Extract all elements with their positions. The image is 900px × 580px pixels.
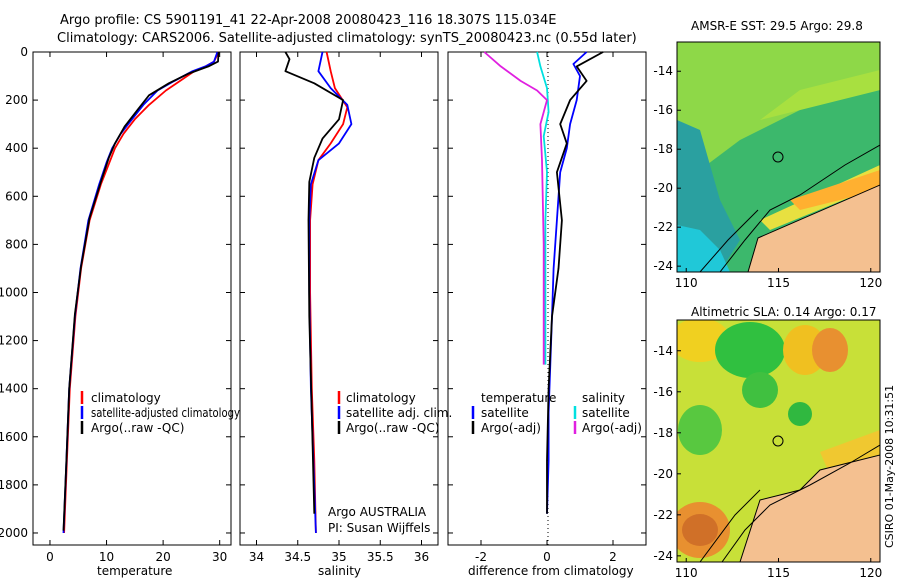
series-temperature-argo-adj xyxy=(546,51,604,514)
legend-title-salinity: salinity xyxy=(582,391,625,405)
chart-title-line1: Argo profile: CS 5901191_41 22-Apr-2008 … xyxy=(60,13,556,28)
temperature-panel: 0 10 20 30 0 200 400 600 800 1000 1200 1400 1600 1800… xyxy=(0,45,240,578)
map-y-tick-label: -24 xyxy=(653,549,673,563)
series-salinity-argo-adj xyxy=(483,51,548,365)
map-y-tick-label: -14 xyxy=(653,64,673,78)
x-tick-label: 10 xyxy=(99,550,114,564)
x-tick-label: 30 xyxy=(212,550,227,564)
map-y-tick-label: -18 xyxy=(653,142,673,156)
difference-legend: temperature satellite Argo(-adj) salinit… xyxy=(471,391,642,435)
x-tick-label: 35.5 xyxy=(367,550,394,564)
timestamp-label: CSIRO 01-May-2008 10:31:51 xyxy=(883,385,896,548)
salinity-series xyxy=(284,51,353,534)
legend-label-climatology: climatology xyxy=(346,391,416,405)
y-tick-label: 200 xyxy=(5,93,28,107)
series-climatology xyxy=(309,51,349,534)
legend-label-climatology: climatology xyxy=(91,391,161,405)
sla-map-title: Altimetric SLA: 0.14 Argo: 0.17 xyxy=(691,305,876,319)
x-tick-label: 34 xyxy=(249,550,264,564)
series-argo-raw-qc xyxy=(62,51,220,531)
float-owner-annotation: Argo AUSTRALIA xyxy=(328,505,427,519)
chart-title-line2: Climatology: CARS2006. Satellite-adjuste… xyxy=(57,31,637,46)
sst-argo-position-marker xyxy=(772,151,784,163)
pi-annotation: PI: Susan Wijffels xyxy=(328,521,430,535)
difference-ticks: -2 0 2 xyxy=(448,51,646,564)
x-tick-label: 0 xyxy=(543,550,551,564)
series-satellite-adjusted-climatology xyxy=(62,51,219,534)
x-tick-label: 35 xyxy=(331,550,346,564)
difference-panel: -2 0 2 difference from climatology tempera… xyxy=(447,51,647,578)
x-tick-label: 36 xyxy=(414,550,429,564)
difference-series xyxy=(483,51,604,514)
y-tick-label: 600 xyxy=(5,189,28,203)
map-y-tick-label: -18 xyxy=(653,426,673,440)
map-y-tick-label: -24 xyxy=(653,259,673,273)
map-x-tick-label: 115 xyxy=(767,276,790,290)
y-tick-label: 1200 xyxy=(0,334,28,348)
x-tick-label: -2 xyxy=(475,550,487,564)
y-tick-label: 0 xyxy=(20,45,28,59)
sst-map-image xyxy=(677,42,880,272)
x-tick-label: 0 xyxy=(46,550,54,564)
series-temperature-satellite xyxy=(546,51,588,514)
salinity-x-label: salinity xyxy=(318,564,361,578)
map-x-tick-label: 110 xyxy=(675,566,698,580)
legend-label-satellite: satellite-adjusted climatology xyxy=(91,406,240,420)
y-tick-label: 400 xyxy=(5,141,28,155)
x-tick-label: 2 xyxy=(609,550,617,564)
y-tick-label: 1800 xyxy=(0,478,28,492)
y-tick-label: 1400 xyxy=(0,382,28,396)
map-y-tick-label: -22 xyxy=(653,220,673,234)
temperature-x-label: temperature xyxy=(97,564,172,578)
map-y-tick-label: -20 xyxy=(653,181,673,195)
legend-label-satellite: satellite adj. clim. xyxy=(346,406,452,420)
x-tick-label: 34.5 xyxy=(284,550,311,564)
y-tick-label: 2000 xyxy=(0,526,28,540)
map-x-tick-label: 120 xyxy=(859,276,882,290)
temperature-ticks: 0 10 20 30 0 200 400 600 800 1000 1200 1400 1600 1800… xyxy=(0,45,231,564)
map-y-tick-label: -16 xyxy=(653,385,673,399)
sla-argo-position-marker xyxy=(772,435,784,447)
legend-label-temp-satellite: satellite xyxy=(481,406,529,420)
series-argo-raw-qc xyxy=(284,51,345,514)
temperature-legend: climatology satellite-adjusted climatolo… xyxy=(80,391,240,435)
sst-map-ticks: 110 115 120 -14 -16 -18 -20 -22 -24 xyxy=(653,64,882,290)
temperature-axes-frame xyxy=(32,51,232,546)
salinity-panel: 34 34.5 35 35.5 36 salinity climatology sate… xyxy=(239,51,452,578)
series-satellite-adj-clim xyxy=(308,51,353,534)
legend-label-sal-argo: Argo(-adj) xyxy=(582,421,642,435)
legend-label-argo: Argo(..raw -QC) xyxy=(346,421,439,435)
temperature-series xyxy=(62,51,220,534)
salinity-axes-frame xyxy=(239,51,439,546)
map-y-tick-label: -22 xyxy=(653,508,673,522)
map-x-tick-label: 115 xyxy=(767,566,790,580)
series-climatology xyxy=(63,51,220,534)
map-x-tick-label: 110 xyxy=(675,276,698,290)
y-tick-label: 800 xyxy=(5,237,28,251)
salinity-ticks: 34 34.5 35 35.5 36 xyxy=(240,51,438,564)
difference-x-label: difference from climatology xyxy=(468,564,634,578)
legend-label-argo: Argo(..raw -QC) xyxy=(91,421,184,435)
map-y-tick-label: -16 xyxy=(653,103,673,117)
map-y-tick-label: -20 xyxy=(653,467,673,481)
sla-map-panel: Altimetric SLA: 0.14 Argo: 0.17 110 115 12… xyxy=(653,305,882,580)
sla-map-ticks: 110 115 120 -14 -16 -18 -20 -22 -24 xyxy=(653,344,882,580)
map-x-tick-label: 120 xyxy=(859,566,882,580)
legend-label-temp-argo: Argo(-adj) xyxy=(481,421,541,435)
series-salinity-satellite xyxy=(536,51,550,365)
x-tick-label: 20 xyxy=(155,550,170,564)
sst-map-panel: AMSR-E SST: 29.5 Argo: 29.8 110 115 120 -14… xyxy=(653,19,882,290)
legend-label-sal-satellite: satellite xyxy=(582,406,630,420)
map-y-tick-label: -14 xyxy=(653,344,673,358)
legend-title-temperature: temperature xyxy=(481,391,556,405)
sst-map-title: AMSR-E SST: 29.5 Argo: 29.8 xyxy=(691,19,863,33)
y-tick-label: 1600 xyxy=(0,430,28,444)
salinity-legend: climatology satellite adj. clim. Argo(..… xyxy=(337,391,452,435)
sla-map-image xyxy=(677,320,880,562)
y-tick-label: 1000 xyxy=(0,285,28,299)
